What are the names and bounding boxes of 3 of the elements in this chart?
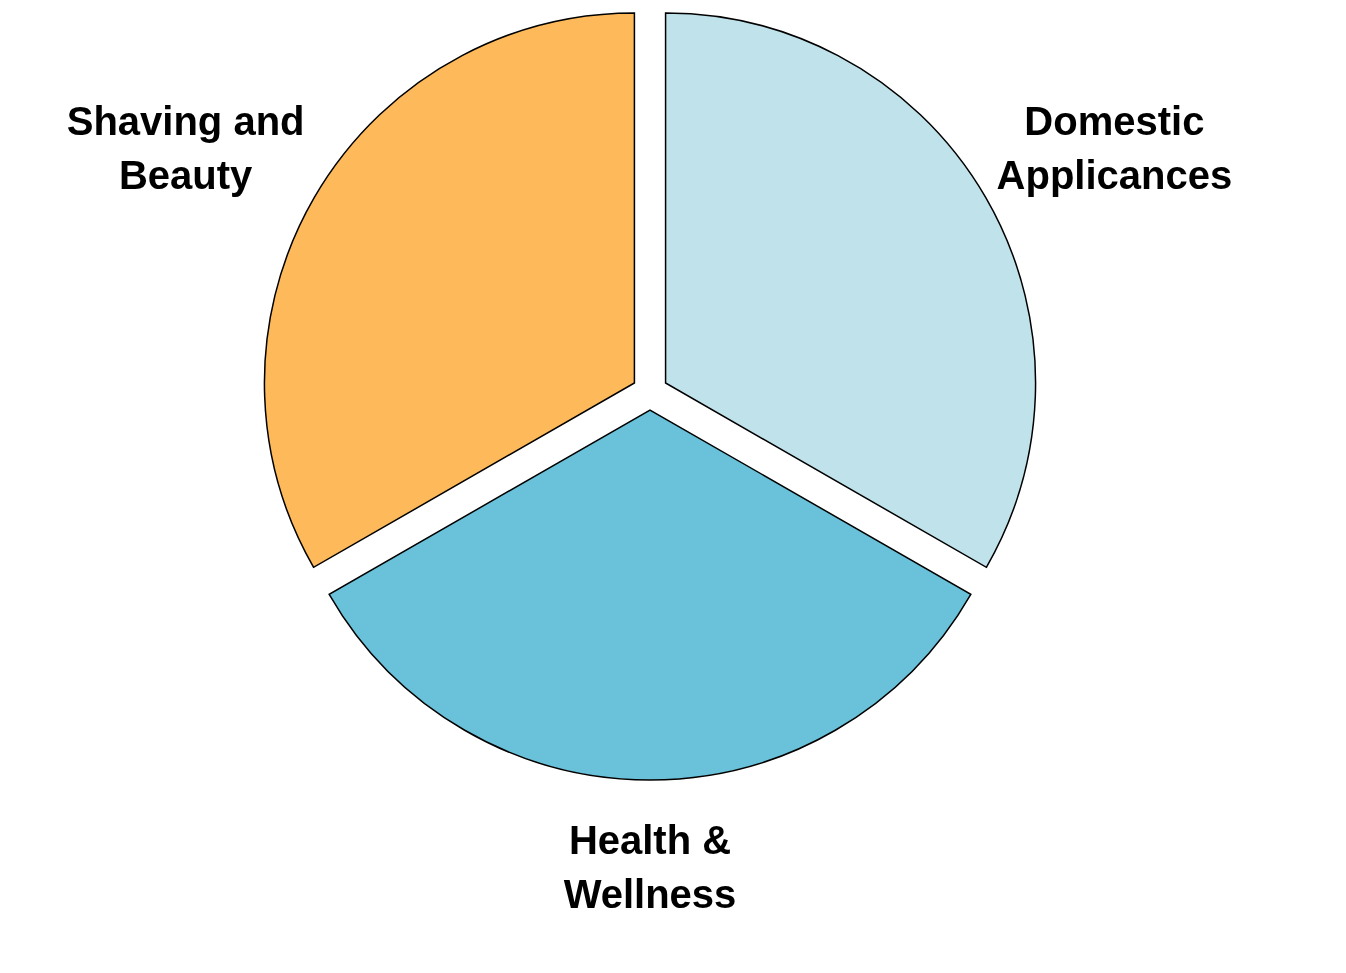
slice-label: Domestic Applicances (996, 99, 1233, 198)
slice-label: Shaving and Beauty (66, 99, 305, 198)
slice-label: Health & Wellness (563, 818, 737, 916)
